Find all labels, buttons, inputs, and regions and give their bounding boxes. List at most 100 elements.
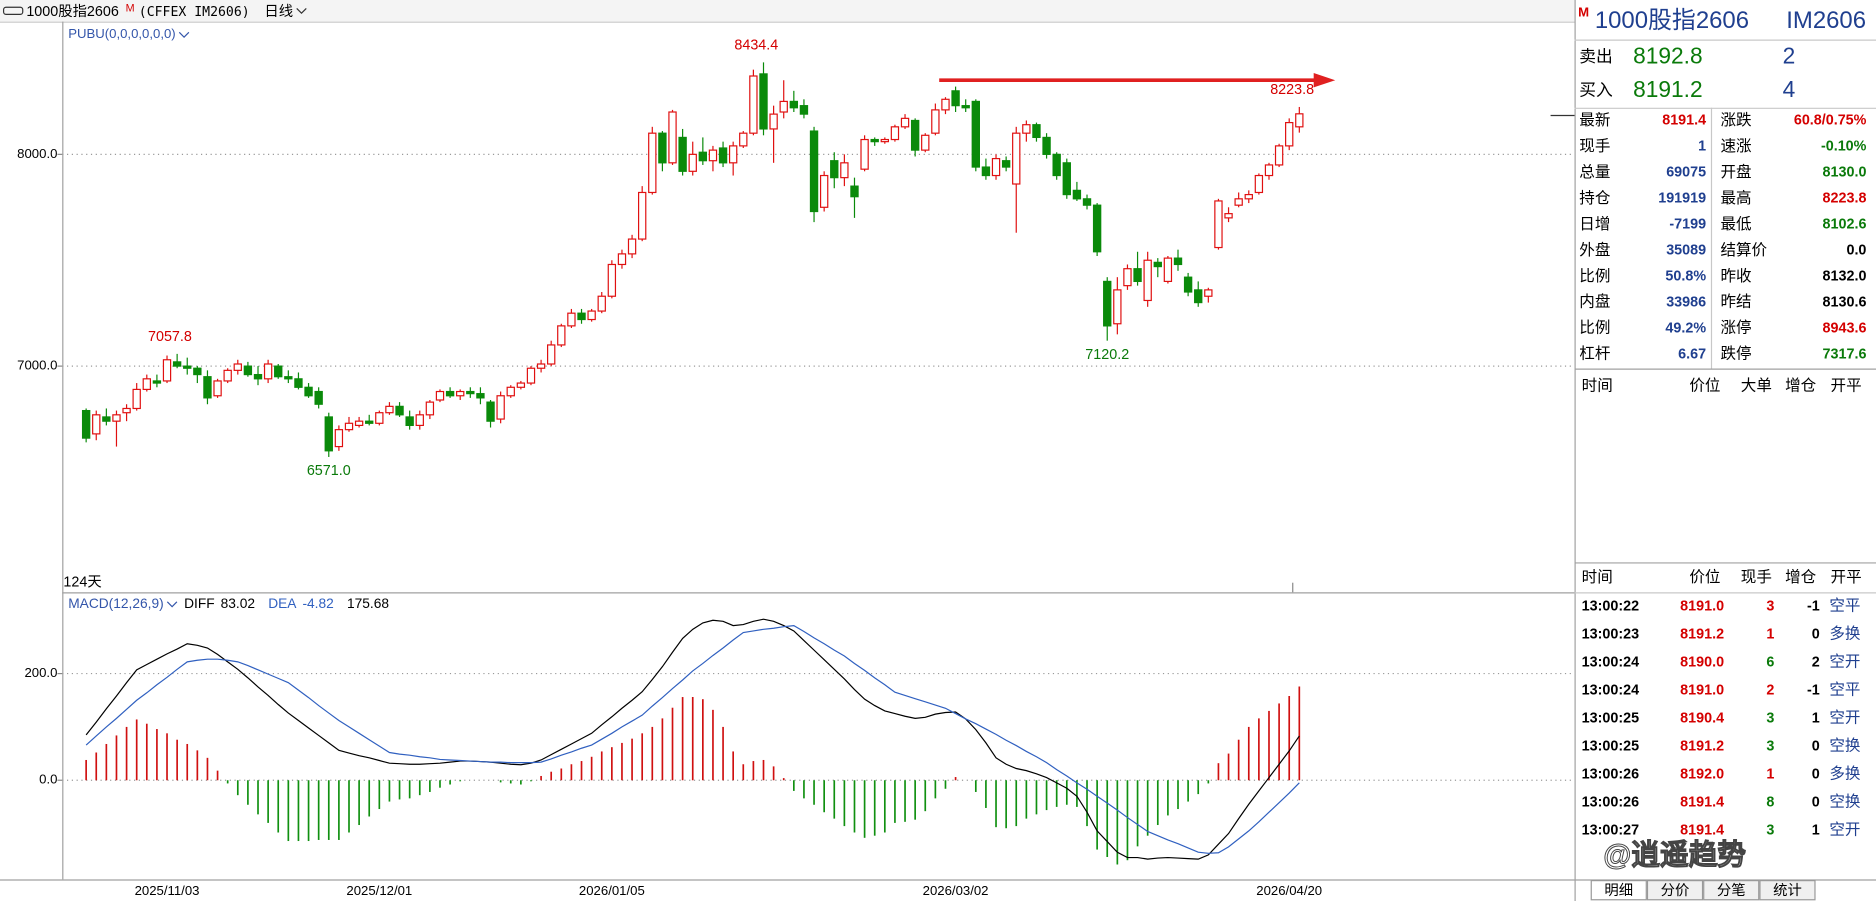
trade-oi-change: 1: [1812, 822, 1820, 838]
stat-value: -0.10%: [1821, 139, 1867, 155]
candle-body: [1163, 257, 1173, 283]
book-label: 卖出: [1579, 47, 1613, 66]
trade-volume: 3: [1766, 598, 1774, 614]
candle-body: [1214, 200, 1223, 249]
candle-body: [152, 380, 162, 384]
tab[interactable]: [1703, 880, 1760, 901]
tab-label[interactable]: 分笔: [1717, 882, 1746, 899]
trade-volume: 1: [1766, 626, 1774, 642]
tab-label[interactable]: 统计: [1773, 882, 1802, 899]
book-price: 8192.8: [1633, 42, 1703, 68]
candle-body: [233, 363, 242, 371]
stat-label: 内盘: [1579, 292, 1610, 311]
candle-body: [203, 376, 212, 399]
candle-body: [172, 361, 182, 367]
x-tick-label: 2025/12/01: [346, 883, 412, 898]
period-selector[interactable]: 日线: [264, 3, 293, 20]
stat-value: 8130.6: [1823, 294, 1867, 310]
candle-body: [668, 111, 677, 164]
candle-body: [597, 295, 606, 312]
trade-price: 8190.0: [1680, 654, 1724, 670]
candle-body: [698, 151, 708, 162]
stat-label: 最低: [1720, 215, 1752, 233]
candle-body: [1234, 198, 1243, 206]
legend-value: 83.02: [221, 596, 255, 611]
stat-value: 8223.8: [1823, 191, 1867, 207]
candle-body: [193, 367, 202, 376]
stat-value: 7317.6: [1823, 346, 1867, 362]
indicator-dropdown-icon[interactable]: [178, 31, 190, 38]
x-tick-label: 2026/01/05: [579, 883, 645, 898]
stat-label: 涨跌: [1720, 111, 1752, 129]
candle-body: [779, 100, 788, 113]
candle-body: [890, 126, 900, 141]
period-dropdown-icon[interactable]: [296, 7, 307, 15]
candle-body: [1022, 124, 1031, 134]
stat-value: 50.8%: [1665, 268, 1706, 284]
candle-body: [354, 420, 364, 427]
tab[interactable]: [1590, 880, 1647, 901]
stat-label: 昨结: [1720, 293, 1751, 311]
tab-label[interactable]: 明细: [1604, 882, 1633, 899]
y-tick-label: 0.0: [39, 772, 57, 787]
trade-price: 8191.0: [1680, 682, 1724, 698]
candle-body: [769, 113, 778, 130]
main-flag: M: [126, 2, 135, 14]
high-label: 8434.4: [734, 37, 778, 53]
candle-body: [1082, 198, 1092, 206]
trade-header: 增仓: [1785, 568, 1817, 586]
candle-body: [799, 105, 809, 115]
tab-label[interactable]: 分价: [1661, 882, 1690, 899]
candle-body: [476, 393, 485, 399]
stat-label: 开盘: [1720, 162, 1751, 181]
candle-body: [678, 136, 687, 172]
trade-oi-change: -1: [1807, 598, 1820, 614]
x-tick-label: 2026/04/20: [1256, 883, 1322, 898]
trade-time: 13:00:25: [1582, 710, 1639, 726]
candle-body: [445, 390, 455, 397]
legend-value: -4.82: [302, 596, 333, 611]
trade-type: 空平: [1829, 597, 1860, 615]
quote-code: IM2606: [1786, 7, 1866, 34]
candle-body: [122, 407, 131, 414]
candle-body: [506, 386, 515, 397]
tab[interactable]: [1646, 880, 1704, 901]
candle-body: [1001, 160, 1011, 168]
candle-body: [486, 401, 495, 422]
tab[interactable]: [1759, 880, 1816, 901]
candle-body: [213, 380, 222, 397]
candle-body: [830, 160, 839, 179]
candle-body: [375, 412, 384, 424]
window-icon[interactable]: [2, 6, 24, 16]
candle-body: [688, 153, 697, 172]
candle-body: [1153, 261, 1162, 268]
candle-body: [466, 390, 475, 395]
candle-body: [900, 117, 910, 128]
candle-body: [708, 149, 718, 162]
candle-body: [819, 174, 829, 208]
indicator-dropdown-icon[interactable]: [166, 601, 178, 608]
trade-oi-change: -1: [1807, 682, 1820, 698]
candle-body: [749, 75, 758, 134]
candle-body: [809, 130, 819, 213]
candle-body: [577, 312, 586, 321]
trade-type: 空换: [1829, 793, 1861, 811]
candle-body: [1183, 276, 1193, 293]
trade-header: 开平: [1831, 569, 1862, 586]
stat-value: 191919: [1658, 191, 1706, 207]
candle-body: [607, 263, 617, 297]
high-label: 7057.8: [148, 329, 192, 345]
candle-body: [81, 409, 91, 439]
low-label: 7120.2: [1085, 347, 1129, 363]
big-order-header: 价位: [1689, 377, 1720, 395]
candle-body: [294, 378, 303, 388]
candle-body: [526, 367, 536, 384]
candle-body: [456, 390, 465, 397]
trade-price: 8191.4: [1680, 822, 1724, 838]
trade-type: 空平: [1829, 681, 1860, 699]
legend-name: DEA: [268, 596, 297, 611]
candle-body: [425, 401, 435, 416]
macd-line: [85, 624, 1300, 854]
trade-type: 空换: [1829, 737, 1861, 755]
